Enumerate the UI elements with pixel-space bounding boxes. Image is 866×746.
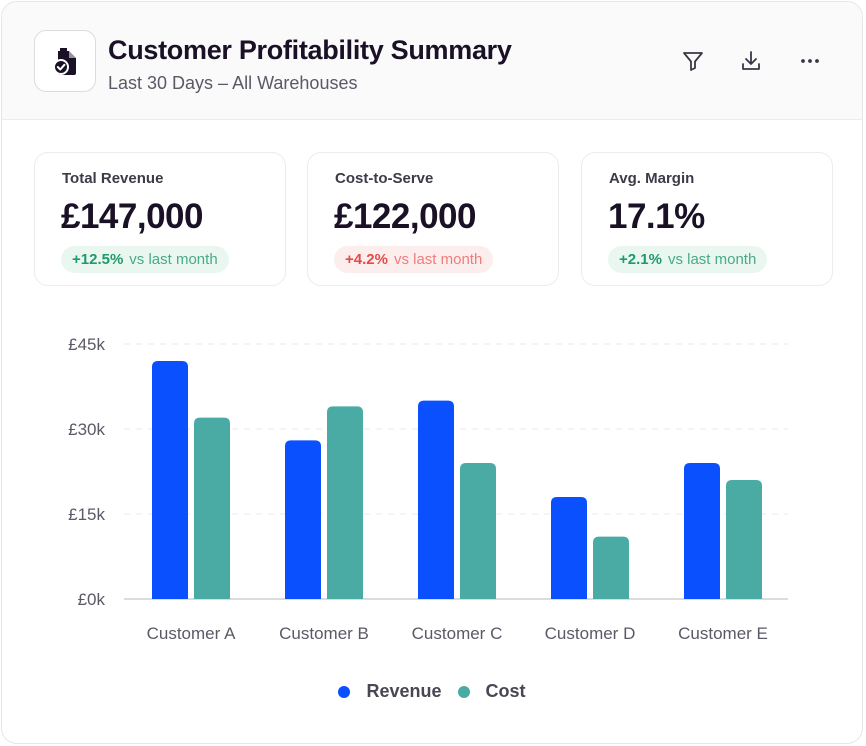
kpi-delta-pct: +2.1% bbox=[619, 251, 662, 268]
kpi-total-revenue: Total Revenue £147,000 +12.5% vs last mo… bbox=[34, 152, 286, 286]
kpi-delta-badge: +12.5% vs last month bbox=[61, 246, 229, 273]
x-tick-label: Customer D bbox=[545, 624, 636, 643]
x-tick-label: Customer C bbox=[412, 624, 503, 643]
filter-icon bbox=[683, 52, 703, 71]
kpi-delta-text: vs last month bbox=[667, 251, 757, 268]
revenue-bar bbox=[551, 497, 587, 599]
cost-bar bbox=[194, 417, 230, 599]
kpi-label: Avg. Margin bbox=[609, 170, 695, 187]
kpi-delta-text: vs last month bbox=[129, 251, 218, 268]
kpi-cost-to-serve: Cost-to-Serve £122,000 +4.2% vs last mon… bbox=[307, 152, 559, 286]
page-subtitle: Last 30 Days – All Warehouses bbox=[108, 73, 358, 93]
legend-label-cost: Cost bbox=[485, 681, 526, 701]
y-tick-label: £15k bbox=[68, 505, 105, 524]
page-title: Customer Profitability Summary bbox=[108, 35, 512, 65]
cost-bar bbox=[726, 480, 762, 599]
kpi-value: £147,000 bbox=[61, 197, 203, 236]
y-tick-label: £45k bbox=[68, 335, 105, 354]
y-tick-label: £0k bbox=[78, 590, 106, 609]
chart-legend: Revenue Cost bbox=[2, 681, 862, 702]
kpi-avg-margin: Avg. Margin 17.1% +2.1% vs last month bbox=[581, 152, 833, 286]
profitability-report-icon bbox=[53, 48, 76, 75]
kpi-delta-text: vs last month bbox=[393, 251, 483, 268]
app-logo bbox=[34, 30, 96, 92]
legend-swatch-revenue bbox=[338, 685, 351, 698]
x-tick-label: Customer E bbox=[678, 624, 768, 643]
kpi-delta-badge: +4.2% vs last month bbox=[334, 246, 494, 273]
download-icon bbox=[742, 51, 760, 70]
download-button[interactable] bbox=[736, 46, 766, 76]
kpi-label: Cost-to-Serve bbox=[335, 170, 434, 187]
more-options-button[interactable] bbox=[795, 46, 825, 76]
kpi-label: Total Revenue bbox=[62, 170, 164, 187]
more-icon bbox=[801, 59, 819, 63]
cost-bar bbox=[327, 406, 363, 599]
kpi-delta-pct: +12.5% bbox=[72, 251, 124, 268]
x-tick-label: Customer B bbox=[279, 624, 369, 643]
kpi-value: 17.1% bbox=[608, 197, 705, 236]
filter-button[interactable] bbox=[678, 46, 708, 76]
legend-label-revenue: Revenue bbox=[366, 681, 442, 701]
legend-item-cost[interactable]: Cost bbox=[457, 681, 526, 702]
revenue-bar bbox=[152, 361, 188, 599]
revenue-bar bbox=[684, 463, 720, 599]
cost-bar bbox=[460, 463, 496, 599]
legend-swatch-cost bbox=[457, 685, 470, 698]
card-header: Customer Profitability Summary Last 30 D… bbox=[2, 2, 862, 120]
kpi-value: £122,000 bbox=[334, 197, 476, 236]
revenue-bar bbox=[285, 440, 321, 599]
revenue-bar bbox=[418, 400, 454, 599]
kpi-delta-pct: +4.2% bbox=[345, 251, 388, 268]
kpi-delta-badge: +2.1% vs last month bbox=[608, 246, 768, 273]
x-tick-label: Customer A bbox=[147, 624, 236, 643]
legend-item-revenue[interactable]: Revenue bbox=[338, 681, 442, 702]
cost-bar bbox=[593, 536, 629, 599]
y-tick-label: £30k bbox=[68, 420, 105, 439]
